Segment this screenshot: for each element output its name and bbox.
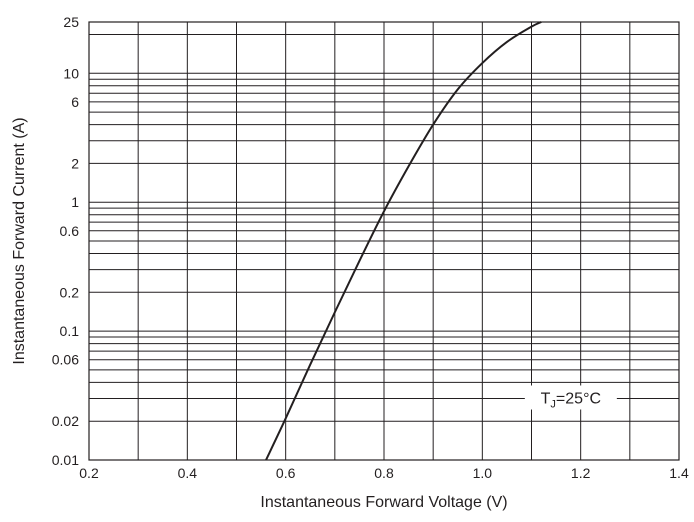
x-tick-label: 1.4	[669, 465, 689, 481]
y-tick-label: 1	[71, 194, 79, 210]
x-tick-label: 0.8	[374, 465, 394, 481]
annotations: TJ=25°C	[524, 385, 617, 410]
plot-frame	[88, 21, 680, 461]
forward-current-curve	[265, 21, 542, 461]
y-tick-label: 0.2	[60, 284, 80, 300]
series-group	[265, 21, 542, 461]
y-tick-label: 10	[63, 65, 79, 81]
y-tick-label: 25	[63, 14, 79, 30]
x-axis-label: Instantaneous Forward Voltage (V)	[260, 494, 507, 511]
temperature-annotation: TJ=25°C	[541, 390, 601, 410]
annotation-background	[524, 385, 617, 410]
y-tick-label: 2	[71, 155, 79, 171]
y-tick-label: 0.06	[52, 352, 79, 368]
y-tick-label: 0.1	[60, 323, 80, 339]
y-axis-label: Instantaneous Forward Current (A)	[11, 117, 28, 364]
x-tick-label: 0.2	[79, 465, 99, 481]
y-tick-label: 0.02	[52, 413, 79, 429]
x-tick-label: 0.4	[178, 465, 198, 481]
y-tick-label: 0.01	[52, 452, 79, 468]
y-tick-labels: 0.01 0.02 0.06 0.1 0.2 0.6 1 2 6 10 25	[52, 14, 79, 468]
x-tick-labels: 0.2 0.4 0.6 0.8 1.0 1.2 1.4	[79, 465, 689, 481]
y-tick-label: 6	[71, 94, 79, 110]
x-tick-label: 1.2	[571, 465, 591, 481]
x-tick-label: 1.0	[473, 465, 493, 481]
x-tick-label: 0.6	[276, 465, 296, 481]
y-tick-label: 0.6	[60, 223, 80, 239]
